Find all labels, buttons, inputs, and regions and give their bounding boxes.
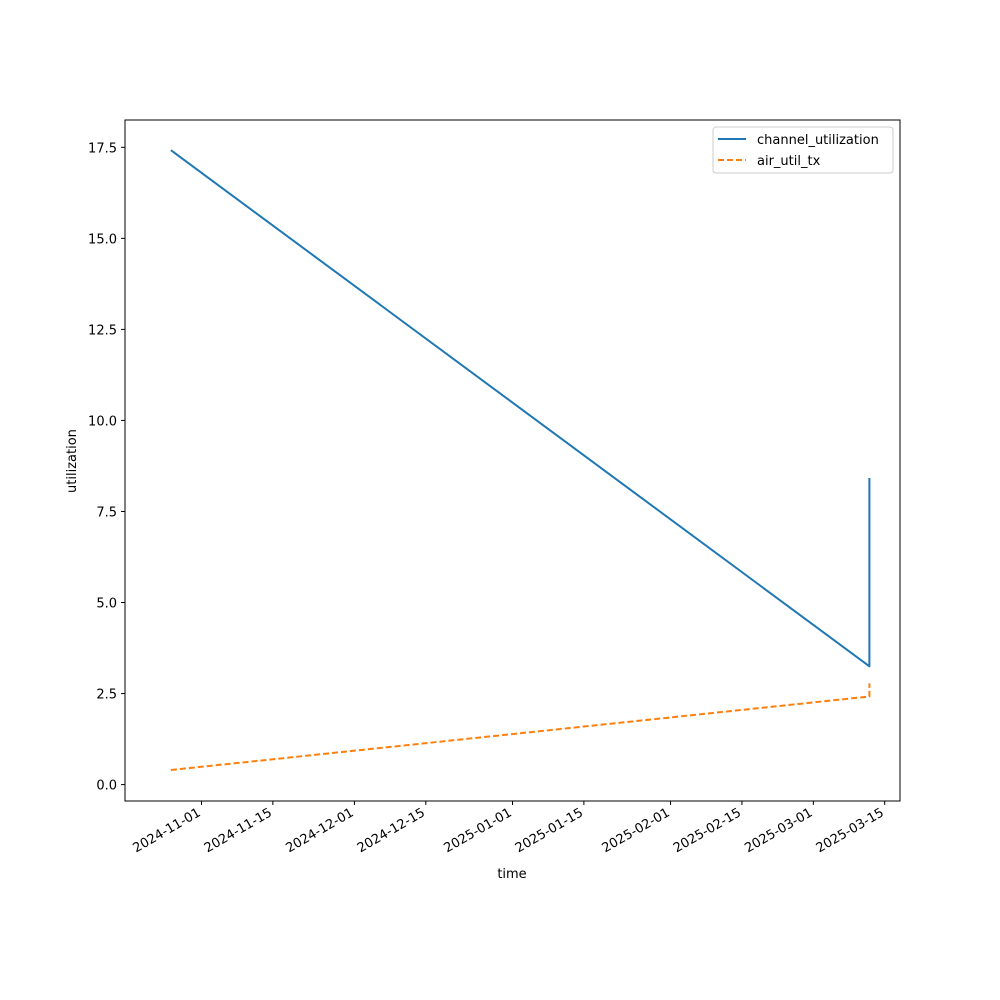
y-tick-label-10-0: 10.0 xyxy=(88,414,117,429)
y-tick-label-17-5: 17.5 xyxy=(88,141,117,156)
legend-label-air-util-tx: air_util_tx xyxy=(757,154,821,169)
y-axis: 0.0 2.5 5.0 7.5 10.0 12.5 15.0 17.5 xyxy=(88,141,125,794)
legend: channel_utilization air_util_tx xyxy=(712,126,894,174)
y-axis-label: utilization xyxy=(65,429,80,493)
y-tick-label-0-0: 0.0 xyxy=(96,779,117,794)
x-axis-label: time xyxy=(497,867,526,882)
y-tick-label-15-0: 15.0 xyxy=(88,232,117,247)
y-tick-label-12-5: 12.5 xyxy=(88,323,117,338)
y-tick-label-7-5: 7.5 xyxy=(96,505,117,520)
y-tick-label-2-5: 2.5 xyxy=(96,688,117,703)
series-group xyxy=(170,149,871,771)
y-tick-label-5-0: 5.0 xyxy=(96,597,117,612)
series-line-channel-utilization xyxy=(170,149,871,668)
legend-label-channel-utilization: channel_utilization xyxy=(757,133,879,148)
legend-box xyxy=(712,126,894,174)
series-line-air-util-tx xyxy=(170,683,871,771)
